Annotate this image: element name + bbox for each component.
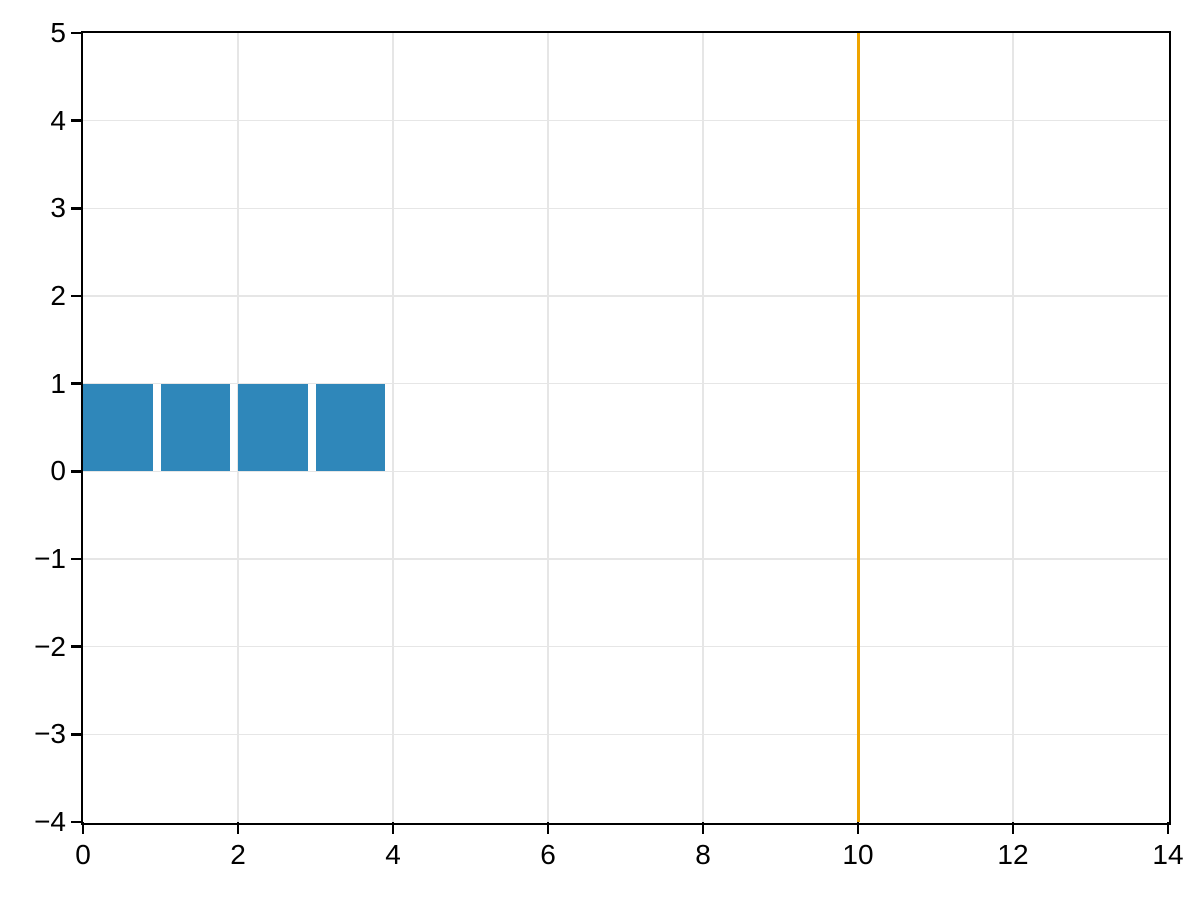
x-tick-mark	[1166, 822, 1170, 834]
y-tick-label: −2	[34, 630, 66, 662]
y-gridline	[83, 207, 1168, 209]
bar	[315, 383, 386, 472]
x-tick-mark	[546, 822, 550, 834]
y-tick-mark	[71, 207, 83, 210]
x-gridline	[1012, 33, 1014, 822]
y-tick-label: −4	[34, 806, 66, 837]
x-tick-label: 0	[75, 839, 91, 870]
bar	[160, 383, 231, 472]
x-tick-mark	[856, 822, 860, 834]
x-tick-label: 14	[1152, 839, 1184, 870]
y-tick-label: −1	[34, 543, 66, 574]
y-tick-label: 1	[50, 367, 66, 399]
x-tick-label: 2	[230, 839, 246, 870]
y-tick-mark	[71, 382, 83, 385]
y-tick-mark	[71, 119, 83, 122]
y-tick-mark	[71, 820, 83, 824]
vertical-reference-line	[856, 33, 860, 822]
y-tick-mark	[71, 294, 83, 298]
x-tick-mark	[391, 822, 395, 834]
bar	[83, 383, 153, 472]
y-tick-mark	[71, 645, 83, 648]
x-tick-mark	[81, 822, 85, 834]
x-tick-label: 6	[540, 839, 556, 870]
y-gridline	[83, 733, 1168, 735]
y-tick-label: 2	[50, 280, 66, 311]
x-tick-label: 10	[842, 839, 874, 870]
y-tick-mark	[71, 470, 83, 473]
y-gridline	[83, 646, 1168, 648]
y-tick-label: 3	[50, 192, 66, 224]
y-tick-label: 0	[50, 455, 66, 487]
y-tick-label: 5	[50, 17, 66, 48]
y-tick-mark	[71, 557, 83, 561]
x-tick-label: 8	[695, 839, 711, 870]
x-gridline	[392, 33, 394, 822]
x-gridline	[702, 33, 704, 822]
y-tick-label: −3	[34, 718, 66, 750]
y-gridline	[83, 558, 1168, 560]
x-tick-label: 4	[385, 839, 401, 870]
x-tick-mark	[701, 822, 705, 834]
bar	[238, 383, 308, 472]
y-tick-mark	[71, 31, 83, 35]
y-gridline	[83, 295, 1168, 297]
x-tick-mark	[236, 822, 240, 834]
y-tick-label: 4	[50, 104, 66, 136]
x-tick-mark	[1011, 822, 1015, 834]
y-tick-mark	[71, 733, 83, 736]
y-gridline	[83, 120, 1168, 122]
x-tick-label: 12	[997, 839, 1029, 870]
x-gridline	[547, 33, 549, 822]
